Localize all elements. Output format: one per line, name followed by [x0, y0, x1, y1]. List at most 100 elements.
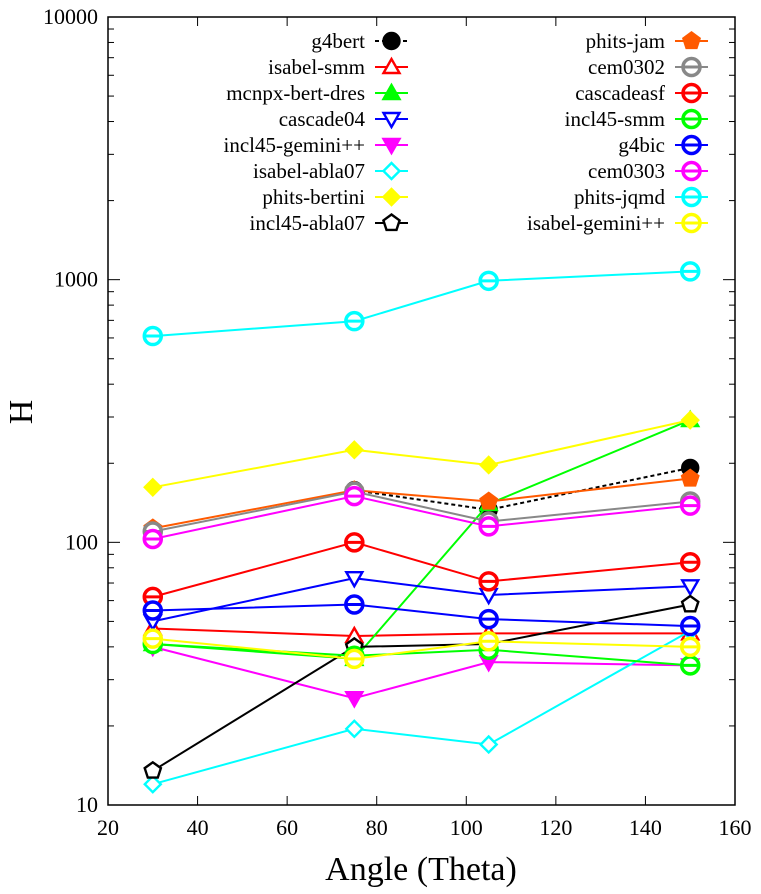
point-cascade04 — [680, 579, 701, 597]
point-cem0303 — [344, 485, 365, 507]
legend-label: cem0303 — [588, 159, 665, 183]
point-cascadeasf — [679, 551, 701, 573]
legend-label: incl45-abla07 — [250, 211, 365, 235]
point-cascadeasf — [478, 571, 499, 592]
series-group — [142, 261, 701, 794]
legend: g4bertisabel-smmmcnpx-bert-drescascade04… — [224, 29, 708, 235]
legend-marker — [681, 82, 702, 104]
legend-entry-incl45-smm: incl45-smm — [565, 107, 708, 131]
series-cem0303 — [142, 485, 701, 550]
legend-entry-mcnpx-bert-dres: mcnpx-bert-dres — [226, 81, 408, 105]
legend-marker — [681, 56, 702, 78]
legend-entry-incl45-abla07: incl45-abla07 — [250, 211, 408, 235]
series-phits-jam — [143, 468, 700, 537]
series-line-incl45-smm — [152, 643, 691, 667]
legend-entry-cascade04: cascade04 — [279, 107, 408, 131]
point-phits-jam — [680, 468, 700, 487]
legend-label: cem0302 — [588, 55, 665, 79]
y-tick-label: 1000 — [54, 267, 98, 292]
series-line-incl45-gemini — [152, 645, 691, 700]
legend-label: g4bert — [311, 29, 365, 53]
point-phits-jqmd — [142, 325, 164, 347]
y-tick-label: 10000 — [43, 4, 98, 29]
x-tick-label: 120 — [539, 815, 572, 840]
legend-marker — [381, 56, 402, 75]
point-phits-jqmd — [478, 270, 499, 292]
series-phits-jqmd — [142, 261, 701, 347]
legend-entry-isabel-smm: isabel-smm — [268, 55, 408, 79]
y-tick-labels: 10 100 1000 10000 — [43, 4, 98, 817]
series-line-g4bic — [152, 603, 691, 628]
legend-entry-phits-jam: phits-jam — [586, 29, 708, 53]
legend-label: isabel-smm — [268, 55, 365, 79]
point-phits-jqmd — [679, 261, 701, 282]
point-isabel-abla07 — [344, 719, 365, 739]
series-line-cem0302 — [152, 490, 691, 533]
x-tick-label: 20 — [97, 815, 119, 840]
x-axis-label: Angle (Theta) — [325, 851, 517, 888]
x-tick-label: 80 — [366, 815, 388, 840]
series-phits-bertini — [143, 410, 700, 497]
legend-marker — [381, 82, 402, 101]
legend-marker — [382, 31, 401, 51]
series-incl45-smm — [142, 633, 701, 676]
legend-label: phits-bertini — [262, 185, 365, 209]
series-isabel-gemini — [142, 628, 701, 670]
series-mcnpx-bert-dres — [142, 409, 701, 667]
series-line-isabel-abla07 — [152, 630, 691, 786]
x-tick-label: 160 — [719, 815, 752, 840]
series-cascadeasf — [142, 532, 701, 608]
legend-marker — [381, 137, 402, 156]
legend-marker — [681, 31, 702, 50]
legend-label: isabel-gemini++ — [527, 211, 665, 235]
legend-label: phits-jqmd — [574, 185, 666, 209]
x-tick-label: 140 — [629, 815, 662, 840]
series-line-cem0303 — [152, 495, 691, 540]
point-isabel-gemini — [344, 648, 365, 670]
legend-label: isabel-abla07 — [253, 159, 365, 183]
point-cem0303 — [478, 516, 499, 537]
y-axis-label: H — [3, 400, 40, 425]
series-line-incl45-abla07 — [152, 603, 691, 772]
axis-ticks — [107, 16, 736, 806]
point-g4bic — [478, 608, 499, 630]
legend-marker — [681, 160, 702, 182]
series-line-cascadeasf — [152, 541, 691, 598]
legend-entry-isabel-abla07: isabel-abla07 — [253, 159, 408, 183]
series-line-phits-bertini — [152, 419, 691, 489]
point-isabel-abla07 — [143, 774, 163, 794]
legend-marker — [681, 212, 702, 234]
series-line-phits-jam — [152, 477, 691, 530]
legend-entry-g4bert: g4bert — [311, 29, 408, 53]
y-tick-label: 10 — [76, 792, 98, 817]
x-tick-label: 40 — [187, 815, 209, 840]
series-line-mcnpx-bert-dres — [152, 419, 691, 660]
legend-marker — [381, 111, 402, 130]
y-tick-label: 100 — [65, 529, 98, 554]
x-tick-label: 60 — [276, 815, 298, 840]
legend-label: phits-jam — [586, 29, 665, 53]
point-phits-jam — [479, 491, 499, 510]
legend-entry-phits-bertini: phits-bertini — [262, 185, 408, 209]
x-tick-labels: 20 40 60 80 100 120 140 160 — [97, 815, 752, 840]
legend-entry-phits-jqmd: phits-jqmd — [574, 185, 708, 209]
legend-marker — [381, 213, 402, 232]
legend-marker — [681, 134, 702, 156]
legend-marker — [381, 187, 402, 207]
plot-frame — [107, 16, 736, 806]
legend-entry-cem0302: cem0302 — [588, 55, 708, 79]
legend-entry-cem0303: cem0303 — [588, 159, 708, 183]
point-cascade04 — [344, 571, 365, 589]
point-incl45-abla07 — [143, 760, 163, 779]
point-incl45-abla07 — [680, 594, 700, 613]
point-cem0303 — [679, 495, 701, 516]
legend-label: cascade04 — [279, 107, 366, 131]
point-g4bic — [344, 594, 365, 615]
point-phits-bertini — [143, 477, 163, 497]
series-line-isabel-gemini — [152, 637, 691, 660]
point-g4bic — [679, 615, 701, 637]
series-line-phits-jqmd — [152, 270, 691, 338]
point-phits-jqmd — [344, 310, 365, 332]
point-phits-bertini — [680, 410, 700, 430]
